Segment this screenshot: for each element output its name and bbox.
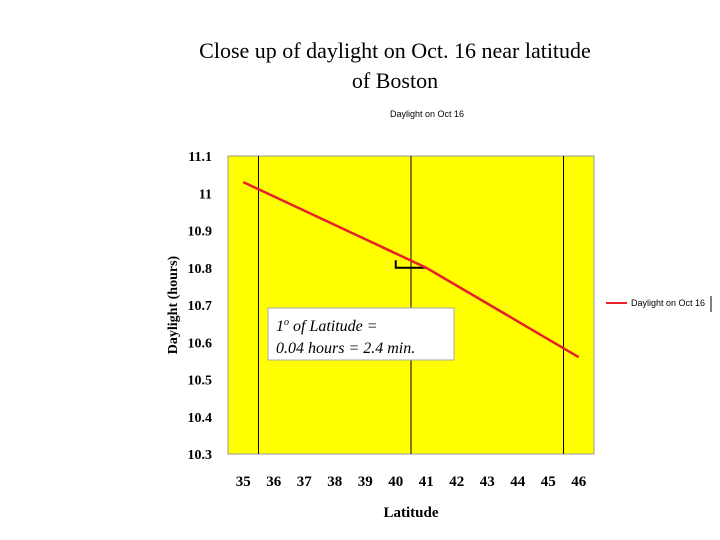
x-tick-labels: 35 36 37 38 39 40 41 42 43 44 45 46 (236, 474, 587, 490)
x-tick-37: 37 (297, 474, 313, 490)
y-tick-10.8: 10.8 (188, 262, 213, 277)
x-tick-35: 35 (236, 474, 251, 490)
y-tick-10.3: 10.3 (188, 448, 213, 463)
x-tick-36: 36 (266, 474, 282, 490)
y-tick-10.9: 10.9 (188, 225, 213, 240)
x-tick-43: 43 (480, 474, 495, 490)
annotation-degree: o (284, 317, 289, 328)
slide-title: Close up of daylight on Oct. 16 near lat… (120, 36, 670, 96)
y-axis-label: Daylight (hours) (166, 255, 181, 354)
annotation-line-2: 0.04 hours = 2.4 min. (276, 340, 415, 357)
slide-title-line-1: Close up of daylight on Oct. 16 near lat… (199, 38, 591, 63)
annotation-line-1-rest: of Latitude = (289, 318, 378, 335)
gridlines (258, 156, 564, 454)
series-layer (242, 180, 580, 359)
annotation-box: 1o of Latitude = 0.04 hours = 2.4 min. (267, 307, 455, 361)
y-tick-10.7: 10.7 (188, 299, 213, 314)
slide-title-line-2: of Boston (351, 68, 439, 93)
y-tick-11.1: 11.1 (188, 150, 212, 165)
x-tick-42: 42 (449, 474, 464, 490)
legend: Daylight on Oct 16 (606, 296, 712, 312)
latitude-step-marker (394, 260, 427, 269)
x-tick-41: 41 (419, 474, 434, 490)
annotation-number: 1 (276, 318, 284, 335)
y-tick-10.5: 10.5 (188, 374, 213, 389)
x-tick-44: 44 (510, 474, 526, 490)
series-line-1 (242, 180, 580, 359)
legend-label-1: Daylight on Oct 16 (631, 298, 705, 308)
x-tick-40: 40 (388, 474, 403, 490)
x-tick-39: 39 (358, 474, 373, 490)
y-tick-10.6: 10.6 (188, 336, 213, 351)
y-tick-10.4: 10.4 (188, 411, 213, 426)
y-tick-11: 11 (199, 187, 212, 202)
x-tick-46: 46 (571, 474, 587, 490)
x-tick-45: 45 (541, 474, 556, 490)
step-marker (394, 260, 427, 269)
x-axis-label: Latitude (383, 505, 438, 521)
annotation-background (267, 307, 455, 361)
x-tick-38: 38 (327, 474, 342, 490)
y-tick-labels: 11.1 11 10.9 10.8 10.7 10.6 10.5 10.4 10.3 (188, 150, 213, 463)
annotation-line-1: 1o of Latitude = (276, 317, 378, 335)
chart-title: Daylight on Oct 16 (390, 109, 464, 119)
